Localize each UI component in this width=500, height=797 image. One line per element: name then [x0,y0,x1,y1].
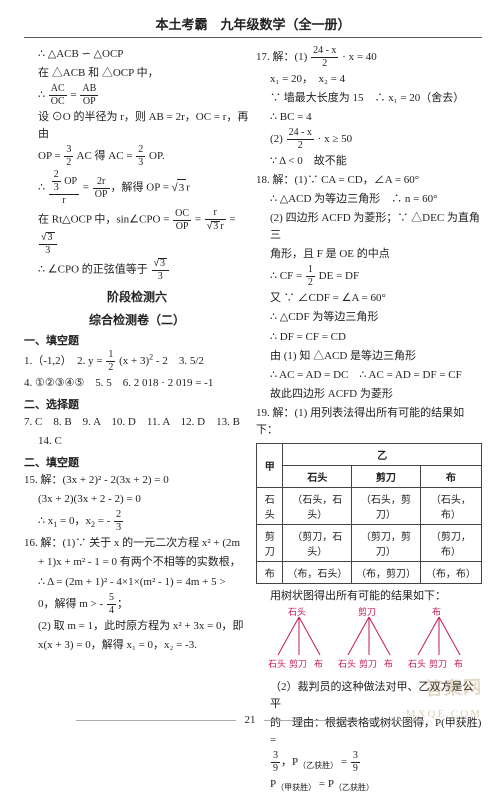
q19b-line: P（甲获胜） = P（乙获胜） [256,776,482,795]
table-row: 布 （布，石头） （布，剪刀） （布，布） [257,561,482,583]
table-header: 乙 [283,443,482,465]
answer-line: 7. C 8. B 9. A 10. D 11. A 12. D 13. B [24,414,250,431]
q18-line: ∴ △ACD 为等边三角形 ∴ n = 60° [256,191,482,208]
q18-line: 故此四边形 ACFD 为菱形 [256,386,482,403]
q17-line: (2) 24 - x2 · x ≥ 50 [256,128,482,151]
watermark-text: 答案网 [425,673,483,701]
q17-line: 17. 解：(1) 24 - x2 · x = 40 [256,46,482,69]
q16-line: 16. 解：(1)∵ 关于 x 的一元二次方程 x² + (2m [24,535,250,552]
q18-line: ∴ △CDF 为等边三角形 [256,309,482,326]
equation: OP = 32 AC 得 AC = 23 OP. [24,145,250,168]
page-header: 本土考霸 九年级数学（全一册） [24,14,482,38]
tree-diagram: 石头 剪刀 布 石头 剪刀 布 石头 剪刀 布 石头 剪刀 布 [264,607,474,677]
equation: ∴ ∠CPO 的正弦值等于 33 [24,258,250,282]
page-number: 21 [239,714,262,726]
q17-line: ∵ 墙最大长度为 15 ∴ x₁ = 20（舍去） [256,90,482,107]
q16-line: + 1)x + m² - 1 = 0 有两个不相等的实数根， [24,554,250,571]
q18-line: ∴ CF = 12 DE = DF [256,265,482,288]
answer-line: 4. ①②③④⑤ 5. 5 6. 2 018 · 2 019 = -1 [24,375,250,392]
stage-title: 阶段检测六 [24,288,250,305]
q15-line: 15. 解：(3x + 2)² - 2(3x + 2) = 0 [24,472,250,489]
q17-line: ∵ Δ < 0 故不能 [256,153,482,170]
section-heading: 一、填空题 [24,332,250,348]
left-column: ∴ △ACB ∽ △OCP 在 △ACB 和 △OCP 中， ∴ ACOC = … [24,44,250,797]
q16-line: ∴ Δ = (2m + 1)² - 4×1×(m² - 1) = 4m + 5 … [24,574,250,591]
q19-intro: 19. 解：(1) 用列表法得出所有可能的结果如下： [256,405,482,439]
q16-line: (2) 取 m = 1，此时原方程为 x² + 3x = 0，即 [24,618,250,635]
text-line: 在 △ACB 和 △OCP 中， [24,65,250,82]
table-header: 甲 [257,443,283,487]
q18-line: 由 (1) 知 △ACD 是等边三角形 [256,348,482,365]
q18-line: (2) 四边形 ACFD 为菱形；∵ △DEC 为直角三 [256,210,482,244]
paper-subtitle: 综合检测卷（二） [24,311,250,328]
table-row: 剪刀 （剪刀，石头） （剪刀，剪刀） （剪刀，布） [257,524,482,561]
q19b-line: 39，P（乙获胜） = 39 [256,751,482,774]
q18-line: 角形，且 F 是 OE 的中点 [256,246,482,263]
text-line: ∴ △ACB ∽ △OCP [24,46,250,63]
section-heading: 二、选择题 [24,396,250,412]
q16-line: 0，解得 m > - 54； [24,593,250,616]
equation: 在 Rt△OCP 中，sin∠CPO = OCOP = r3r = 33 [24,208,250,256]
section-heading: 二、填空题 [24,454,250,470]
tree-caption: 用树状图得出所有可能的结果如下： [256,588,482,605]
page-footer: 21 [0,714,500,726]
table-header: 石头 [283,465,352,487]
equation: ∴ 23 OPr = 2rOP，解得 OP = 3r [24,170,250,206]
table-header: 布 [420,465,481,487]
table-row: 石头 （石头，石头） （石头，剪刀） （石头，布） [257,487,482,524]
q18-line: ∴ AC = AD = DC ∴ AC = AD = DF = CF [256,367,482,384]
equation: ∴ ACOC = ABOP [24,84,250,107]
answer-line: 14. C [24,433,250,450]
q15-line: ∴ x1 = 0，x2 = - 23 [24,510,250,533]
text-line: 设 ⊙O 的半径为 r，则 AB = 2r，OC = r，再由 [24,109,250,143]
outcome-table: 甲 乙 石头 剪刀 布 石头 （石头，石头） （石头，剪刀） （石头，布） 剪刀… [256,443,482,584]
table-header: 剪刀 [352,465,421,487]
q18-line: 又 ∵ ∠CDF = ∠A = 60° [256,290,482,307]
q18-line: 18. 解：(1)∵ CA = CD，∠A = 60° [256,172,482,189]
q18-line: ∴ DF = CF = CD [256,329,482,346]
q15-line: (3x + 2)(3x + 2 - 2) = 0 [24,491,250,508]
answer-line: 1.（-1,2） 2. y = 12 (x + 3)2 - 2 3. 5/2 [24,350,250,373]
q17-line: x₁ = 20， x₂ = 4 [256,71,482,88]
q16-line: x(x + 3) = 0，解得 x₁ = 0，x₂ = -3. [24,637,250,654]
q17-line: ∴ BC = 4 [256,109,482,126]
